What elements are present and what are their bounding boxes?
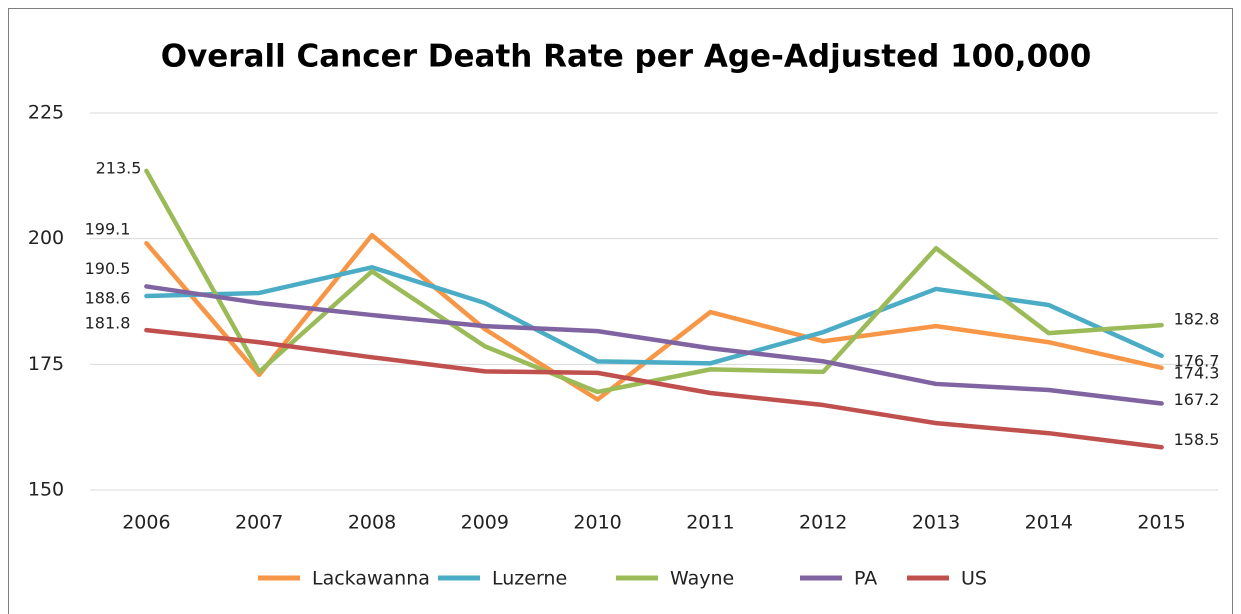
series-line (144, 232, 1164, 402)
chart-title: Overall Cancer Death Rate per Age-Adjust… (161, 39, 1092, 75)
x-tick-label: 2013 (912, 512, 960, 534)
legend-label: US (961, 568, 987, 590)
y-tick-label: 200 (28, 227, 64, 249)
data-label: 199.1 (85, 220, 131, 239)
x-tick-label: 2014 (1025, 512, 1073, 534)
x-tick-label: 2010 (573, 512, 621, 534)
y-tick-label: 150 (28, 479, 64, 501)
chart-frame (8, 8, 1233, 614)
data-label: 174.3 (1174, 363, 1220, 382)
data-label: 182.8 (1174, 310, 1220, 329)
legend-label: PA (854, 568, 877, 590)
legend-label: Luzerne (492, 568, 567, 590)
y-tick-label: 225 (28, 102, 64, 124)
x-tick-label: 2006 (122, 512, 170, 534)
series-line (144, 327, 1164, 450)
data-label: 190.5 (85, 259, 131, 278)
data-label: 176.7 (1174, 351, 1220, 370)
x-tick-label: 2012 (799, 512, 847, 534)
data-label: 188.6 (85, 288, 131, 307)
data-label: 158.5 (1174, 430, 1220, 449)
data-label: 181.8 (85, 314, 131, 333)
series-line (144, 284, 1164, 406)
data-label: 213.5 (96, 158, 142, 177)
x-tick-label: 2009 (461, 512, 509, 534)
x-tick-label: 2008 (348, 512, 396, 534)
series-line (144, 265, 1164, 366)
x-tick-label: 2015 (1137, 512, 1185, 534)
x-tick-label: 2011 (686, 512, 734, 534)
legend-label: Lackawanna (312, 568, 430, 590)
data-label: 167.2 (1174, 390, 1220, 409)
legend-label: Wayne (670, 568, 734, 590)
x-tick-label: 2007 (235, 512, 283, 534)
y-tick-label: 175 (28, 353, 64, 375)
